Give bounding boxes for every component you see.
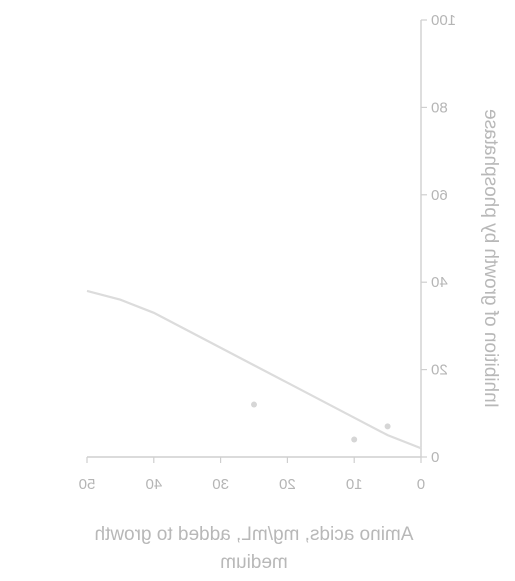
x-tick-label: 20 bbox=[279, 476, 296, 493]
x-tick-label: 30 bbox=[212, 476, 229, 493]
x-axis-ticks: 0 10 20 30 40 50 bbox=[79, 457, 425, 493]
y-axis-ticks: 0 20 40 60 80 100 bbox=[421, 12, 456, 466]
y-axis-title: Inhibition of growth by phosphatase bbox=[480, 109, 501, 408]
y-tick-label: 20 bbox=[431, 362, 448, 379]
data-point bbox=[351, 436, 358, 443]
data-point bbox=[251, 401, 257, 408]
series-line bbox=[86, 289, 422, 450]
y-tick-label: 80 bbox=[431, 99, 448, 116]
y-tick-label: 40 bbox=[431, 274, 448, 291]
y-tick-label: 60 bbox=[431, 187, 448, 204]
x-axis-title-line-2: medium bbox=[220, 552, 288, 573]
x-tick-label: 50 bbox=[79, 476, 96, 493]
x-tick-label: 40 bbox=[145, 476, 162, 493]
y-tick-label: 100 bbox=[431, 12, 456, 29]
x-axis-title-line-1: Amino acids, mg/mL, added to growth bbox=[95, 524, 414, 545]
x-tick-label: 10 bbox=[346, 476, 363, 493]
data-point bbox=[384, 423, 391, 430]
x-tick-label: 0 bbox=[417, 476, 425, 493]
series-markers bbox=[251, 401, 391, 443]
y-tick-label: 0 bbox=[431, 449, 439, 466]
